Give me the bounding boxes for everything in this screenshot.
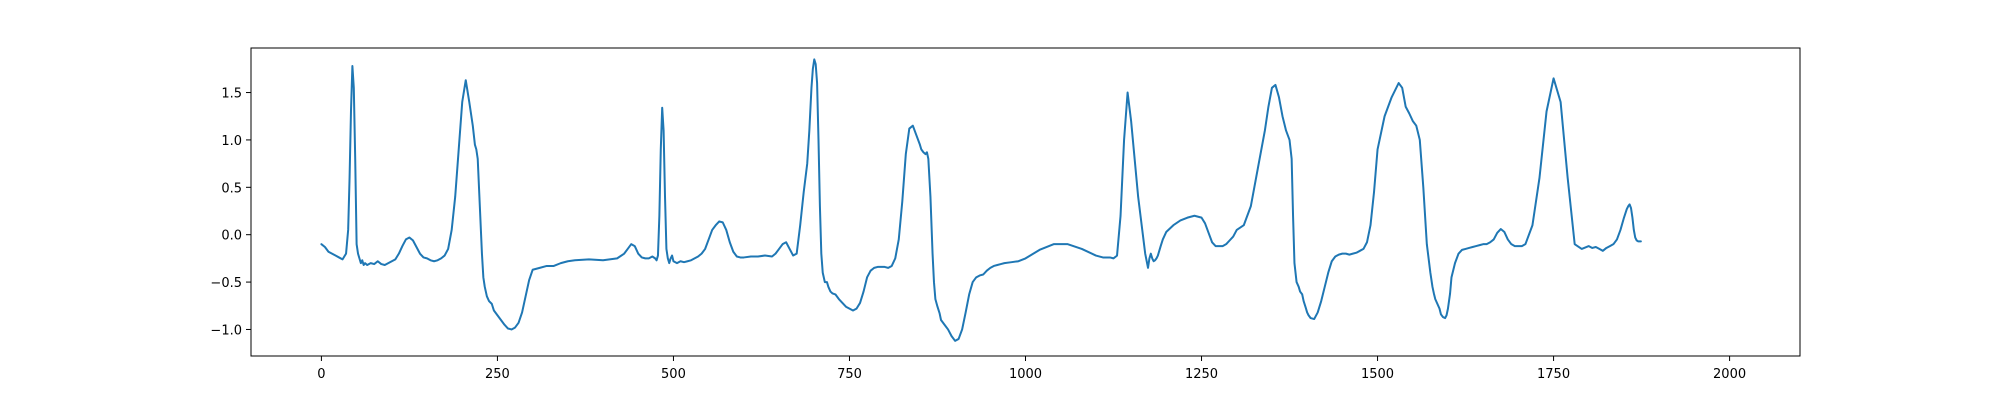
x-tick-label: 1750: [1537, 367, 1570, 382]
x-tick-label: 2000: [1713, 367, 1746, 382]
x-tick-label: 1000: [1009, 367, 1042, 382]
plot-area-frame: [250, 47, 1801, 357]
x-tick-label: 500: [661, 367, 686, 382]
y-tick-label: −0.5: [210, 276, 242, 291]
y-axis: −1.0 −0.5 0.0 0.5 1.0 1.5: [210, 87, 251, 338]
x-tick-label: 1500: [1361, 367, 1394, 382]
y-tick-label: 1.5: [221, 87, 242, 102]
x-tick-label: 1250: [1185, 367, 1218, 382]
x-tick-label: 250: [485, 367, 510, 382]
x-tick-label: 0: [317, 367, 325, 382]
y-tick-label: 0.0: [221, 229, 242, 244]
y-tick-label: 1.0: [221, 134, 242, 149]
signal-line: [320, 58, 1642, 342]
y-tick-label: −1.0: [210, 323, 242, 338]
x-axis: 0 250 500 750 1000 1250 1500 1750 2000: [317, 356, 1746, 382]
y-tick-label: 0.5: [221, 181, 242, 196]
x-tick-label: 750: [837, 367, 862, 382]
